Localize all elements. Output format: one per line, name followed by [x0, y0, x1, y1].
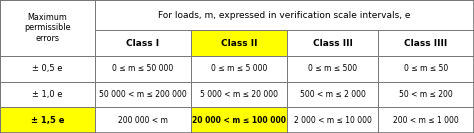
Text: 50 < m ≤ 200: 50 < m ≤ 200	[399, 90, 453, 99]
Bar	[95, 82, 191, 107]
Bar	[0, 56, 95, 82]
Bar	[191, 107, 287, 133]
Bar	[378, 56, 474, 82]
Text: 50 000 < m ≤ 200 000: 50 000 < m ≤ 200 000	[99, 90, 187, 99]
Bar	[191, 56, 287, 82]
Bar	[95, 0, 474, 30]
Bar	[287, 107, 378, 133]
Bar	[95, 30, 191, 56]
Bar	[378, 107, 474, 133]
Bar	[378, 82, 474, 107]
Bar	[0, 107, 95, 133]
Text: 5 000 < m ≤ 20 000: 5 000 < m ≤ 20 000	[200, 90, 278, 99]
Bar	[191, 82, 287, 107]
Text: Maximum
permissible
errors: Maximum permissible errors	[24, 13, 71, 43]
Bar	[95, 107, 191, 133]
Text: ± 0,5 e: ± 0,5 e	[32, 64, 63, 73]
Text: 200 < m ≤ 1 000: 200 < m ≤ 1 000	[393, 116, 459, 125]
Bar	[378, 30, 474, 56]
Text: 500 < m ≤ 2 000: 500 < m ≤ 2 000	[300, 90, 365, 99]
Text: 0 ≤ m ≤ 50: 0 ≤ m ≤ 50	[404, 64, 448, 73]
Text: 200 000 < m: 200 000 < m	[118, 116, 168, 125]
Text: Class III: Class III	[312, 38, 353, 47]
Bar	[95, 56, 191, 82]
Bar	[287, 30, 378, 56]
Text: Class II: Class II	[221, 38, 257, 47]
Bar	[287, 82, 378, 107]
Text: Class I: Class I	[127, 38, 160, 47]
Text: 0 ≤ m ≤ 50 000: 0 ≤ m ≤ 50 000	[112, 64, 173, 73]
Text: Class IIII: Class IIII	[404, 38, 447, 47]
Bar	[0, 82, 95, 107]
Bar	[191, 30, 287, 56]
Text: ± 1,5 e: ± 1,5 e	[31, 116, 64, 125]
Bar	[287, 56, 378, 82]
Text: 2 000 < m ≤ 10 000: 2 000 < m ≤ 10 000	[293, 116, 372, 125]
Text: 20 000 < m ≤ 100 000: 20 000 < m ≤ 100 000	[192, 116, 286, 125]
Text: 0 ≤ m ≤ 5 000: 0 ≤ m ≤ 5 000	[211, 64, 267, 73]
Text: 0 ≤ m ≤ 500: 0 ≤ m ≤ 500	[308, 64, 357, 73]
Text: ± 1,0 e: ± 1,0 e	[32, 90, 63, 99]
Text: For loads, m, expressed in verification scale intervals, e: For loads, m, expressed in verification …	[158, 11, 411, 20]
Bar	[0, 0, 95, 56]
